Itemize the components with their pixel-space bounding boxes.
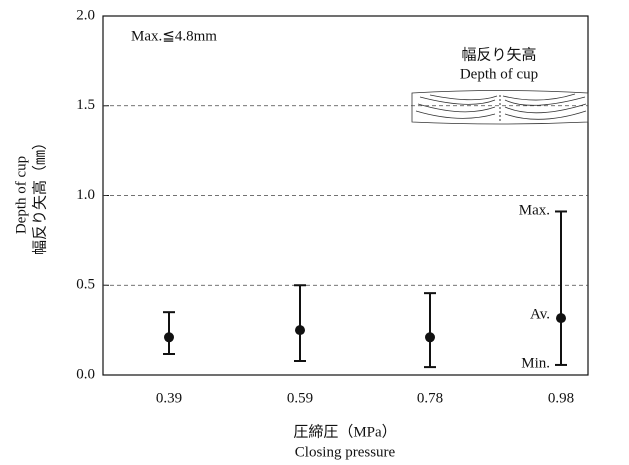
mean-point <box>425 332 435 343</box>
x-tick-label: 0.98 <box>548 390 574 406</box>
annotation: 幅反り矢高 <box>461 46 536 63</box>
x-tick-label: 0.39 <box>156 390 182 406</box>
y-axis-label: Depth of cup <box>13 156 29 234</box>
y-tick-label: 1.0 <box>76 187 95 203</box>
annotation: Min. <box>521 355 550 371</box>
grain <box>415 93 587 120</box>
y-tick-label: 1.5 <box>76 97 95 113</box>
x-axis-label: Closing pressure <box>295 444 396 460</box>
y-tick-label: 0.5 <box>76 277 95 293</box>
y-axis-label: 幅反り矢高（㎜） <box>31 135 48 255</box>
mean-point <box>295 325 305 336</box>
annotation: Depth of cup <box>460 66 538 82</box>
annotation: Max. <box>519 202 550 218</box>
x-tick-label: 0.78 <box>417 390 443 406</box>
annotation: Max.≦4.8mm <box>131 28 217 44</box>
mean-point <box>164 332 174 343</box>
y-tick-label: 0.0 <box>76 366 95 382</box>
board-outline <box>411 90 589 125</box>
x-axis-label: 圧締圧（MPa） <box>293 423 396 440</box>
x-tick-label: 0.59 <box>287 390 313 406</box>
cup-diagram <box>411 90 589 125</box>
annotation: Av. <box>530 306 550 322</box>
mean-point <box>556 313 566 324</box>
y-tick-label: 2.0 <box>76 7 95 23</box>
